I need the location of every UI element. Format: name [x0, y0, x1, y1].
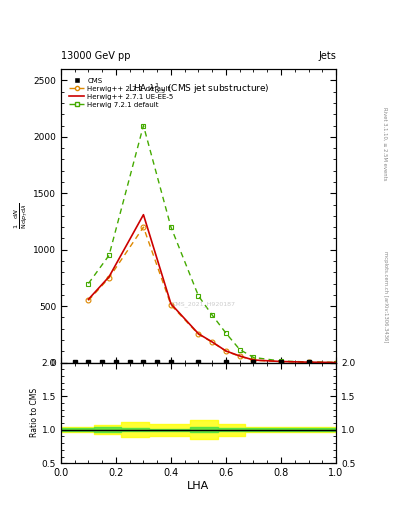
Text: CMS_2021_H920187: CMS_2021_H920187: [172, 301, 236, 307]
Text: LHA $\lambda^{1}_{0.5}$ (CMS jet substructure): LHA $\lambda^{1}_{0.5}$ (CMS jet substru…: [128, 81, 269, 96]
Y-axis label: Ratio to CMS: Ratio to CMS: [30, 389, 39, 437]
Text: Jets: Jets: [318, 51, 336, 61]
X-axis label: LHA: LHA: [187, 481, 209, 491]
Text: Rivet 3.1.10, ≥ 2.5M events: Rivet 3.1.10, ≥ 2.5M events: [383, 106, 387, 180]
Legend: CMS, Herwig++ 2.7.1 default, Herwig++ 2.7.1 UE-EE-5, Herwig 7.2.1 default: CMS, Herwig++ 2.7.1 default, Herwig++ 2.…: [67, 76, 176, 110]
Y-axis label: $\frac{1}{\mathrm{N}} \frac{\mathrm{d}N}{\mathrm{d}p_T \mathrm{d}\lambda}$: $\frac{1}{\mathrm{N}} \frac{\mathrm{d}N}…: [13, 203, 30, 229]
Text: 13000 GeV pp: 13000 GeV pp: [61, 51, 130, 61]
Text: mcplots.cern.ch [arXiv:1306.3436]: mcplots.cern.ch [arXiv:1306.3436]: [383, 251, 387, 343]
